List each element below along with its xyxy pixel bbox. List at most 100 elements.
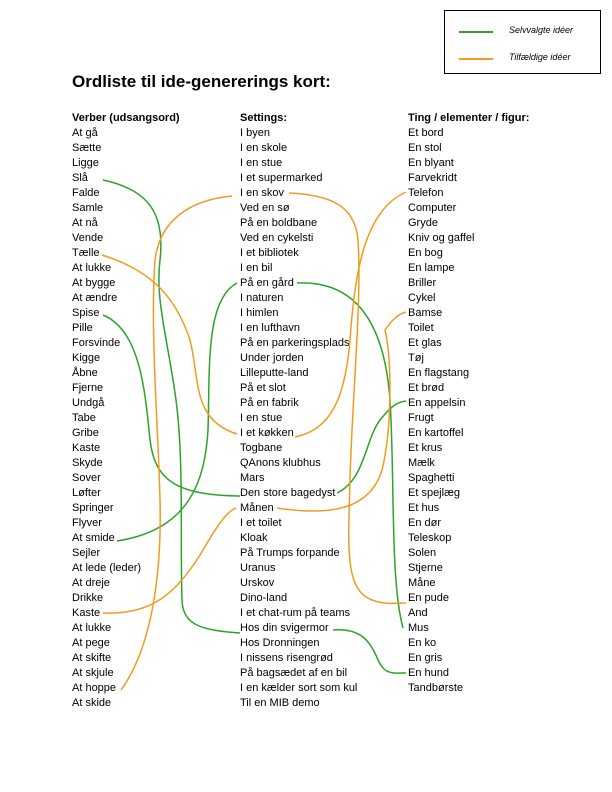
verb-item: Sover <box>72 472 101 484</box>
legend-swatch-orange <box>459 58 493 60</box>
thing-item: Computer <box>408 202 457 214</box>
column-header-things: Ting / elementer / figur: <box>408 112 530 124</box>
setting-item: Under jorden <box>240 352 304 364</box>
setting-item: På en boldbane <box>240 217 318 229</box>
column-settings: Settings: I byen I en skole I en stue I et … <box>240 111 357 711</box>
verb-item: Drikke <box>72 592 104 604</box>
things-list: Et bord En stol En blyant Farvekridt Telefon… <box>408 126 529 696</box>
legend-label-selvvalgte: Selvvalgte idéer <box>509 25 574 35</box>
verb-item: At dreje <box>72 577 110 589</box>
verb-item: At gå <box>72 127 98 139</box>
verb-item: Undgå <box>72 397 105 409</box>
thing-item: En kartoffel <box>408 427 464 439</box>
thing-item: Tøj <box>408 352 424 364</box>
verb-item: Slå <box>72 172 88 184</box>
setting-item: Hos din svigermor <box>240 622 329 634</box>
setting-item: Dino-land <box>240 592 288 604</box>
thing-item: Spaghetti <box>408 472 455 484</box>
setting-item: I en skov <box>240 187 285 199</box>
thing-item: Kniv og gaffel <box>408 232 475 244</box>
verb-item: At lede (leder) <box>72 562 142 574</box>
setting-item: I en stue <box>240 412 283 424</box>
orange-link-taelle <box>101 254 238 435</box>
verb-item: At pege <box>72 637 110 649</box>
thing-item: Teleskop <box>408 532 452 544</box>
verb-item: Flyver <box>72 517 102 529</box>
setting-item: QAnons klubhus <box>240 457 321 469</box>
orange-link-skov <box>120 195 233 691</box>
page-title: Ordliste til ide-genererings kort: <box>72 72 331 91</box>
setting-item: I et toilet <box>240 517 282 529</box>
thing-item: Et brød <box>408 382 445 394</box>
setting-item: Mars <box>240 472 265 484</box>
thing-item: Toilet <box>408 322 434 334</box>
verb-item: Pille <box>72 322 93 334</box>
thing-item: Et glas <box>408 337 442 349</box>
verb-item: Sætte <box>72 142 102 154</box>
thing-item: En dør <box>408 517 442 529</box>
verb-item: Tabe <box>72 412 96 424</box>
thing-item: Et krus <box>408 442 443 454</box>
green-link-bagedyst <box>336 400 407 494</box>
verb-item: At smide <box>72 532 115 544</box>
orange-link-kaste <box>102 507 237 614</box>
verb-item: Åbne <box>72 367 98 379</box>
setting-item: I et bibliotek <box>240 247 299 259</box>
thing-item: En pude <box>408 592 449 604</box>
setting-item: I et køkken <box>240 427 294 439</box>
thing-item: Måne <box>408 577 436 589</box>
verb-item: At skide <box>72 697 112 709</box>
setting-item: På et slot <box>240 382 286 394</box>
setting-item: I en kælder sort som kul <box>240 682 358 694</box>
setting-item: Den store bagedyst <box>240 487 336 499</box>
verb-item: Løfter <box>72 487 101 499</box>
setting-item: Månen <box>240 502 274 514</box>
verb-item: Kaste <box>72 607 101 619</box>
setting-item: I byen <box>240 127 270 139</box>
thing-item: En stol <box>408 142 442 154</box>
verb-item: Tælle <box>72 247 100 259</box>
verb-item: At ændre <box>72 292 118 304</box>
verb-item: At bygge <box>72 277 116 289</box>
thing-item: En gris <box>408 652 443 664</box>
column-things: Ting / elementer / figur: Et bord En stol… <box>408 111 529 696</box>
setting-item: Uranus <box>240 562 276 574</box>
verb-item: At skifte <box>72 652 112 664</box>
thing-item: Bamse <box>408 307 443 319</box>
verb-list: At gå Sætte Ligge Slå Falde Samle At nå Vende Tæ… <box>72 126 180 711</box>
setting-item: I naturen <box>240 292 284 304</box>
setting-item: Urskov <box>240 577 275 589</box>
green-link-spise <box>102 314 241 497</box>
verb-item: Falde <box>72 187 100 199</box>
legend-swatch-green <box>459 31 493 33</box>
setting-item: I nissens risengrød <box>240 652 333 664</box>
thing-item: En bog <box>408 247 443 259</box>
verb-item: Sejler <box>72 547 101 559</box>
verb-item: Vende <box>72 232 104 244</box>
setting-item: I et chat-rum på teams <box>240 607 351 619</box>
verb-item: Spise <box>72 307 100 319</box>
setting-item: På en gård <box>240 277 294 289</box>
setting-item: Togbane <box>240 442 283 454</box>
setting-item: I en bil <box>240 262 273 274</box>
verb-item: Skyde <box>72 457 103 469</box>
column-verbs: Verber (udsangsord) At gå Sætte Ligge Slå Fa… <box>72 111 180 711</box>
orange-link-skov-pude <box>288 192 407 605</box>
thing-item: Telefon <box>408 187 444 199</box>
thing-item: Briller <box>408 277 437 289</box>
thing-item: En lampe <box>408 262 455 274</box>
thing-item: Et spejlæg <box>408 487 460 499</box>
verb-item: At skjule <box>72 667 114 679</box>
verb-item: Ligge <box>72 157 99 169</box>
setting-item: På en parkeringsplads <box>240 337 350 349</box>
verb-item: Springer <box>72 502 114 514</box>
setting-item: I et supermarked <box>240 172 323 184</box>
setting-item: I en lufthavn <box>240 322 300 334</box>
thing-item: Stjerne <box>408 562 443 574</box>
verb-item: Kigge <box>72 352 101 364</box>
orange-link-koekken <box>294 191 407 438</box>
orange-link-maanen <box>276 311 407 512</box>
verb-item: Samle <box>72 202 104 214</box>
legend: Selvvalgte idéer Tilfældige idéer <box>444 10 601 74</box>
